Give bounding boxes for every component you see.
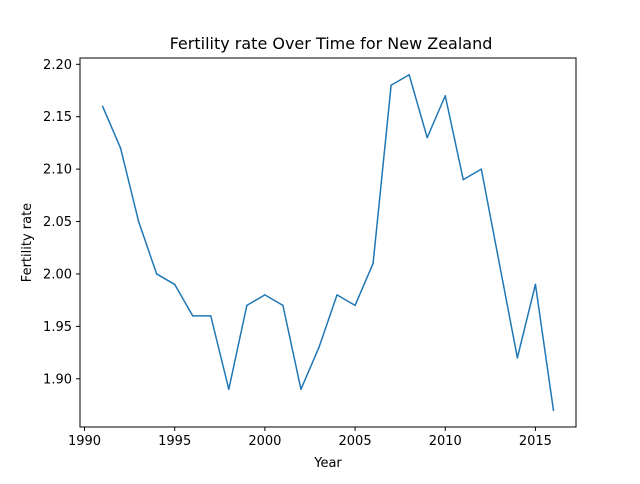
y-tick-label: 2.20	[43, 58, 72, 73]
data-point	[444, 94, 446, 97]
data-point	[264, 294, 266, 296]
data-point	[372, 262, 374, 265]
series-group	[101, 74, 555, 411]
chart-title: Fertility rate Over Time for New Zealand	[170, 34, 493, 53]
y-tick-label: 2.05	[43, 215, 72, 230]
data-point	[354, 304, 356, 307]
data-point	[552, 409, 555, 411]
data-point	[498, 262, 501, 265]
data-point	[480, 168, 483, 170]
data-point	[228, 388, 230, 391]
data-point	[318, 346, 320, 349]
x-axis: 1990 1995 2000 2005 2010 2015	[68, 427, 552, 449]
data-point	[462, 178, 465, 181]
x-tick-label: 2010	[429, 434, 462, 449]
x-tick-label: 1995	[158, 434, 191, 449]
data-point	[119, 147, 122, 149]
x-tick-label: 2005	[339, 434, 372, 449]
plot-frame	[79, 57, 577, 428]
x-tick-label: 2000	[248, 434, 281, 449]
data-point	[534, 283, 537, 286]
data-point	[246, 304, 248, 307]
y-tick-label: 2.15	[43, 110, 72, 125]
data-point	[516, 357, 519, 359]
y-tick-label: 2.10	[43, 163, 72, 178]
data-point	[101, 105, 104, 107]
data-point	[408, 74, 410, 76]
data-point	[300, 388, 302, 391]
data-point	[191, 315, 194, 317]
y-axis-label: Fertility rate	[20, 203, 35, 282]
y-tick-label: 1.95	[43, 320, 72, 335]
x-tick-label: 2015	[519, 434, 552, 449]
data-point	[137, 220, 140, 223]
data-point	[173, 283, 176, 286]
y-tick-label: 2.00	[43, 267, 72, 282]
data-point	[426, 136, 428, 139]
y-axis: 1.90 1.95 2.00 2.05 2.10 2.15 2.20	[43, 58, 80, 387]
data-point	[155, 273, 158, 275]
data-point	[390, 84, 392, 87]
data-point	[282, 304, 284, 307]
x-axis-label: Year	[313, 456, 342, 471]
y-tick-label: 1.90	[43, 372, 72, 387]
data-point	[336, 294, 338, 296]
series-line	[101, 74, 555, 411]
data-point	[210, 315, 212, 317]
x-tick-label: 1990	[68, 434, 101, 449]
